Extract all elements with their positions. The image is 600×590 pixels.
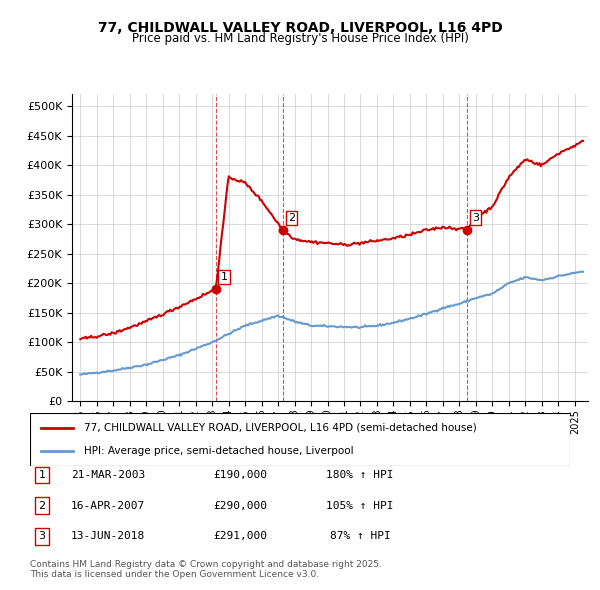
Text: 180% ↑ HPI: 180% ↑ HPI bbox=[326, 470, 394, 480]
Text: HPI: Average price, semi-detached house, Liverpool: HPI: Average price, semi-detached house,… bbox=[84, 446, 353, 456]
Text: 13-JUN-2018: 13-JUN-2018 bbox=[71, 532, 145, 541]
Text: 87% ↑ HPI: 87% ↑ HPI bbox=[329, 532, 391, 541]
Text: 16-APR-2007: 16-APR-2007 bbox=[71, 501, 145, 510]
Text: £190,000: £190,000 bbox=[213, 470, 267, 480]
FancyBboxPatch shape bbox=[30, 413, 570, 466]
Text: £290,000: £290,000 bbox=[213, 501, 267, 510]
Text: 77, CHILDWALL VALLEY ROAD, LIVERPOOL, L16 4PD: 77, CHILDWALL VALLEY ROAD, LIVERPOOL, L1… bbox=[98, 21, 502, 35]
Text: 2: 2 bbox=[288, 213, 295, 223]
Text: 105% ↑ HPI: 105% ↑ HPI bbox=[326, 501, 394, 510]
Text: 3: 3 bbox=[472, 212, 479, 222]
Text: 2: 2 bbox=[38, 501, 46, 510]
Text: 21-MAR-2003: 21-MAR-2003 bbox=[71, 470, 145, 480]
Text: £291,000: £291,000 bbox=[213, 532, 267, 541]
Text: 77, CHILDWALL VALLEY ROAD, LIVERPOOL, L16 4PD (semi-detached house): 77, CHILDWALL VALLEY ROAD, LIVERPOOL, L1… bbox=[84, 423, 477, 433]
Text: Price paid vs. HM Land Registry's House Price Index (HPI): Price paid vs. HM Land Registry's House … bbox=[131, 32, 469, 45]
Text: 1: 1 bbox=[221, 272, 228, 282]
Text: 3: 3 bbox=[38, 532, 46, 541]
Text: 1: 1 bbox=[38, 470, 46, 480]
Text: Contains HM Land Registry data © Crown copyright and database right 2025.
This d: Contains HM Land Registry data © Crown c… bbox=[30, 560, 382, 579]
